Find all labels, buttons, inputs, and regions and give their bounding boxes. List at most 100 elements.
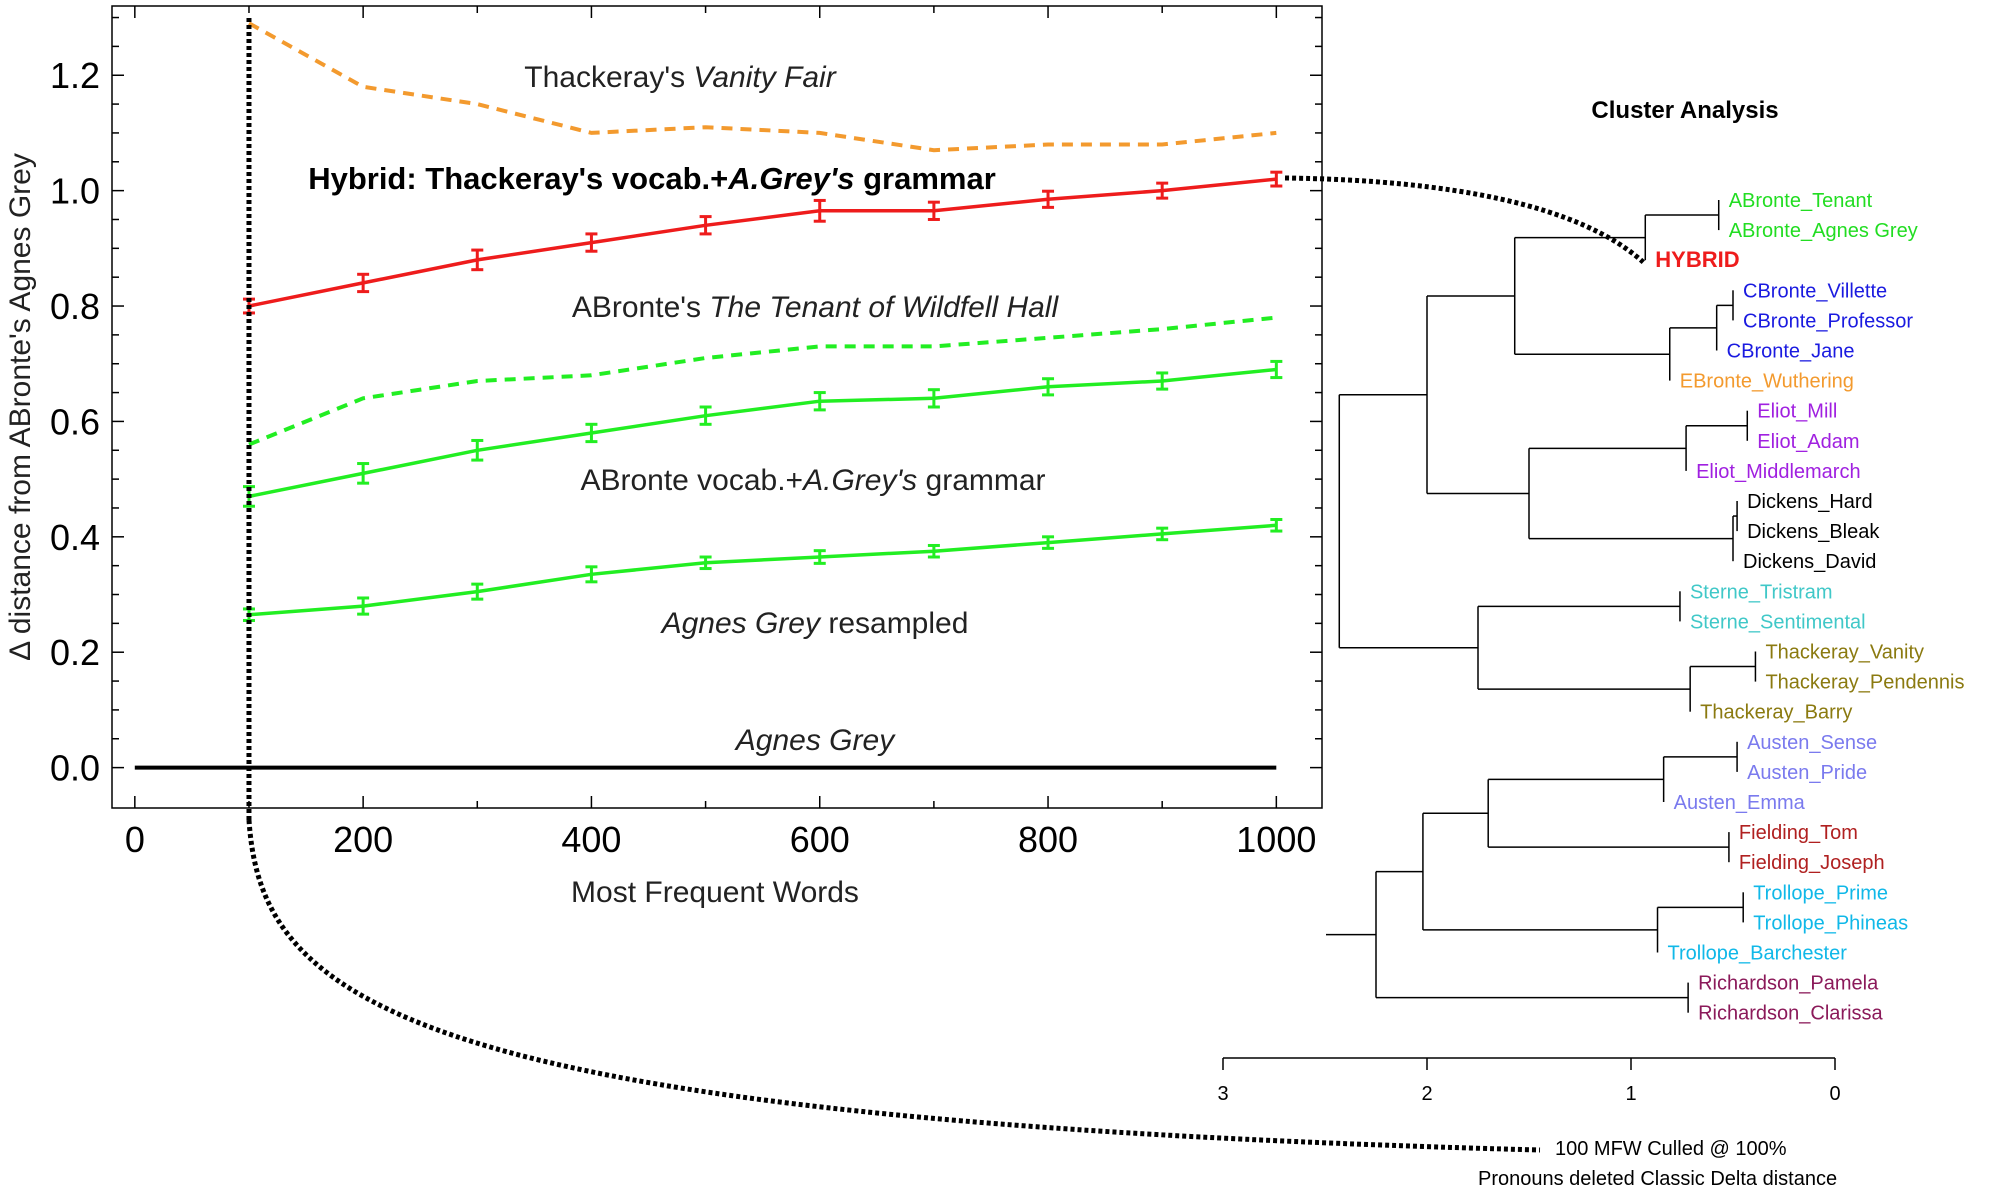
leaf-label: Austen_Pride xyxy=(1747,762,1867,784)
y-tick-label: 0.4 xyxy=(50,517,100,558)
leaf-label: ABronte_Agnes Grey xyxy=(1729,220,1918,242)
x-axis-label: Most Frequent Words xyxy=(571,876,859,909)
data-point-abronte_vocab xyxy=(927,388,940,409)
leaf-label: EBronte_Wuthering xyxy=(1680,371,1854,393)
x-tick-label: 600 xyxy=(790,819,850,860)
data-point-hybrid xyxy=(357,272,370,294)
data-point-hybrid xyxy=(1042,189,1055,209)
series-annotations: Thackeray's Vanity Fair Hybrid: Thackeray… xyxy=(308,61,1059,757)
cluster-analysis-title: Cluster Analysis xyxy=(1591,97,1778,124)
dendrogram-branch xyxy=(1338,393,1478,649)
connector-curve-hybrid xyxy=(1284,175,1645,265)
leaf-label: Richardson_Clarissa xyxy=(1698,1003,1883,1025)
leaf-label: Eliot_Adam xyxy=(1757,431,1859,453)
data-point-hybrid xyxy=(1270,170,1283,188)
caption-line-1: 100 MFW Culled @ 100% xyxy=(1555,1138,1787,1160)
leaf-label: Trollope_Phineas xyxy=(1753,912,1908,934)
x-tick-label: 0 xyxy=(125,819,145,860)
y-tick-label: 0.2 xyxy=(50,632,100,673)
annotation-agnes: Agnes Grey xyxy=(734,724,896,757)
data-point-resampled xyxy=(585,565,598,584)
y-tick-label: 0.0 xyxy=(50,748,100,789)
leaf-label: Eliot_Mill xyxy=(1757,401,1837,423)
dendrogram-branch xyxy=(1513,236,1670,356)
leaf-label: Sterne_Tristram xyxy=(1690,581,1833,603)
line-chart: 0 200 400 600 800 1000 0.0 0.2 0.4 0.6 0.8 1.0 1.2 T… xyxy=(4,5,1541,1153)
data-point-resampled xyxy=(1270,518,1283,533)
data-point-resampled xyxy=(1042,535,1055,550)
data-point-resampled xyxy=(357,596,370,616)
series-line-vanity xyxy=(248,21,1277,153)
y-tick-label: 1.2 xyxy=(50,55,100,96)
annotation-hybrid: Hybrid: Thackeray's vocab.+A.Grey's gram… xyxy=(308,161,996,196)
leaf-label: Thackeray_Vanity xyxy=(1765,642,1924,664)
dendrogram-branch xyxy=(1426,295,1529,495)
leaf-label: HYBRID xyxy=(1655,247,1739,272)
dendrogram-branch xyxy=(1422,812,1658,931)
dendrogram-axis: 3 2 1 0 xyxy=(1217,1057,1841,1105)
leaf-label: Austen_Sense xyxy=(1747,732,1877,754)
axis-ticks xyxy=(112,6,1322,808)
y-tick-label: 1.0 xyxy=(50,171,100,212)
data-point-abronte_vocab xyxy=(699,405,712,426)
y-tick-label: 0.6 xyxy=(50,401,100,442)
data-point-hybrid xyxy=(927,200,940,221)
data-point-abronte_vocab xyxy=(1156,371,1169,391)
x-tick-label: 800 xyxy=(1018,819,1078,860)
x-tick-label: 400 xyxy=(561,819,621,860)
dendrogram-axis-label: 2 xyxy=(1421,1083,1432,1105)
caption-line-2: Pronouns deleted Classic Delta distance xyxy=(1478,1168,1837,1190)
data-point-resampled xyxy=(927,543,940,559)
leaf-label: CBronte_Professor xyxy=(1743,310,1913,332)
leaf-label: Eliot_Middlemarch xyxy=(1696,461,1861,483)
leaf-label: Trollope_Prime xyxy=(1753,882,1888,904)
annotation-vanity: Thackeray's Vanity Fair xyxy=(524,61,836,94)
tick-labels: 0 200 400 600 800 1000 0.0 0.2 0.4 0.6 0.8 1.0 1.2 xyxy=(50,55,1316,860)
dendrogram: Cluster Analysis ABronte_Tenant ABronte_A… xyxy=(1217,97,1964,1190)
data-point-hybrid xyxy=(585,232,598,253)
data-point-resampled xyxy=(813,549,826,565)
dendrogram-branch xyxy=(1477,605,1691,690)
plot-frame xyxy=(111,5,1323,809)
leaf-label: Dickens_David xyxy=(1743,551,1876,573)
leaf-label: Austen_Emma xyxy=(1674,792,1806,814)
data-point-hybrid xyxy=(471,248,484,272)
x-tick-label: 1000 xyxy=(1236,819,1316,860)
series-layer xyxy=(134,21,1283,770)
y-tick-label: 0.8 xyxy=(50,286,100,327)
annotation-resampled: Agnes Grey resampled xyxy=(660,607,969,640)
data-point-abronte_vocab xyxy=(1270,359,1283,380)
leaf-label: Fielding_Tom xyxy=(1739,822,1858,844)
data-point-resampled xyxy=(471,582,484,601)
data-point-hybrid xyxy=(813,198,826,223)
leaf-label: CBronte_Villette xyxy=(1743,280,1887,302)
dendrogram-axis-label: 1 xyxy=(1625,1083,1636,1105)
dendrogram-axis-label: 0 xyxy=(1829,1083,1840,1105)
data-point-abronte_vocab xyxy=(471,438,484,462)
data-point-hybrid xyxy=(699,215,712,236)
leaf-label: Dickens_Hard xyxy=(1747,491,1873,513)
dendrogram-axis-label: 3 xyxy=(1217,1083,1228,1105)
leaf-label: Fielding_Joseph xyxy=(1739,852,1885,874)
leaf-label: Richardson_Pamela xyxy=(1698,973,1879,995)
leaf-label: Trollope_Barchester xyxy=(1668,943,1848,965)
leaf-label: Thackeray_Barry xyxy=(1700,702,1852,724)
leaf-label: Dickens_Bleak xyxy=(1747,521,1880,543)
data-point-abronte_vocab xyxy=(357,462,370,485)
leaf-label: CBronte_Jane xyxy=(1727,341,1855,363)
data-point-abronte_vocab xyxy=(585,422,598,444)
data-point-resampled xyxy=(1156,526,1169,542)
series-line-resampled xyxy=(248,523,1277,617)
data-point-hybrid xyxy=(1156,181,1169,200)
data-point-resampled xyxy=(699,555,712,571)
data-point-abronte_vocab xyxy=(1042,377,1055,397)
leaf-label: ABronte_Tenant xyxy=(1729,190,1873,212)
series-line-hybrid xyxy=(248,177,1277,308)
leaf-label: Sterne_Sentimental xyxy=(1690,611,1866,633)
dendrogram-branches xyxy=(1326,200,1757,1013)
x-tick-label: 200 xyxy=(333,819,393,860)
series-line-tenant xyxy=(248,315,1277,447)
y-axis-label: Δ distance from ABronte's Agnes Grey xyxy=(4,153,37,661)
leaf-label: Thackeray_Pendennis xyxy=(1765,672,1964,694)
